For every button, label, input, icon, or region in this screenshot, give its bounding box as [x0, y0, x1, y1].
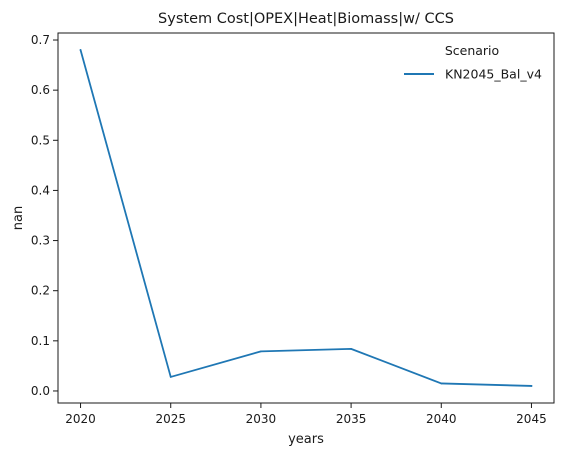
plot-area: 2020 2025 2030 2035 2040 2045 0.0 0.1 0.2 0.3 0.4…: [31, 32, 555, 426]
y-tick-label: 0.6: [31, 83, 50, 97]
y-tick-label: 0.3: [31, 234, 50, 248]
data-point: [260, 350, 262, 353]
data-point: [79, 49, 82, 51]
legend-title: Scenario: [445, 43, 499, 58]
data-point: [530, 385, 533, 387]
chart-title: System Cost|OPEX|Heat|Biomass|w/ CCS: [158, 11, 454, 27]
y-tick-label: 0.5: [31, 133, 50, 147]
y-axis-label: nan: [11, 206, 26, 230]
legend: Scenario KN2045_Bal_v4: [404, 43, 542, 82]
x-tick-label: 2045: [516, 412, 547, 426]
plot-frame: [57, 32, 555, 404]
y-tick-label: 0.7: [31, 33, 50, 47]
y-tick-label: 0.2: [31, 284, 50, 298]
y-tick-label: 0.0: [31, 384, 50, 398]
y-tick-label: 0.4: [31, 183, 50, 197]
data-point: [350, 347, 352, 350]
x-tick-label: 2030: [246, 412, 277, 426]
data-point: [169, 376, 172, 378]
x-tick-label: 2020: [65, 412, 96, 426]
series-layer: [79, 49, 533, 387]
legend-label: KN2045_Bal_v4: [445, 67, 542, 82]
x-axis: 2020 2025 2030 2035 2040 2045: [65, 403, 547, 426]
x-tick-label: 2035: [336, 412, 367, 426]
x-tick-label: 2025: [155, 412, 186, 426]
x-tick-label: 2040: [426, 412, 457, 426]
x-axis-label: years: [288, 432, 324, 447]
y-tick-label: 0.1: [31, 334, 50, 348]
data-point: [440, 382, 443, 385]
series-line: [79, 49, 533, 387]
y-axis: 0.0 0.1 0.2 0.3 0.4 0.5 0.6 0.7: [31, 33, 58, 398]
